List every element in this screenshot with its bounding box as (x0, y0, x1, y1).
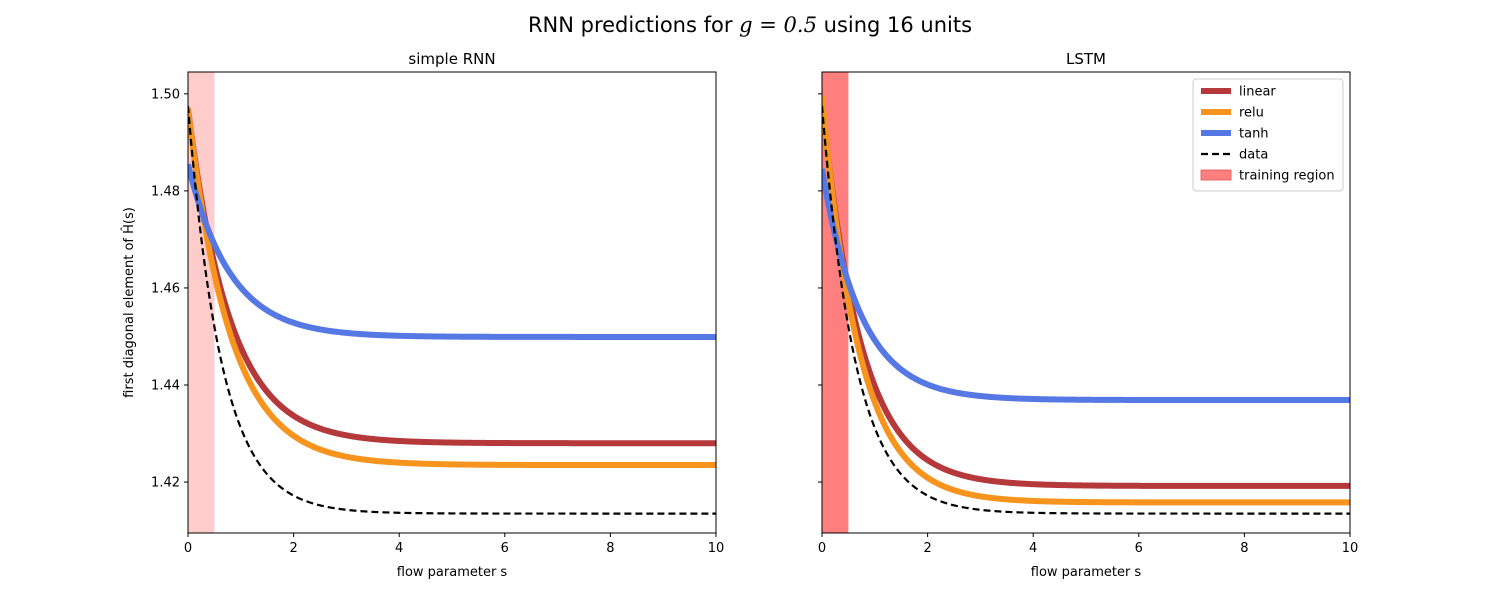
plot-area (822, 95, 1350, 515)
x-tick-label: 8 (606, 541, 614, 556)
x-tick-label: 10 (708, 541, 725, 556)
x-tick-label: 6 (1135, 541, 1143, 556)
x-tick-label: 4 (1029, 541, 1037, 556)
series-line-tanh (188, 163, 716, 340)
legend-label: training region (1239, 169, 1335, 184)
chart-lstm: 0 2 4 6 8 10 LSTM flow parameter s linear relu tan… (818, 50, 1358, 580)
axes-frame (821, 71, 1351, 534)
series-line-linear (188, 108, 716, 447)
axes-title: LSTM (1066, 50, 1106, 68)
series-line-linear (822, 100, 1350, 489)
legend-box (1192, 78, 1344, 192)
x-axis-label: flow parameter s (1031, 565, 1142, 580)
plot-area (188, 105, 716, 515)
series-line-data (822, 105, 1350, 515)
figure-title: RNN predictions for g = 0.5 using 16 uni… (528, 13, 972, 37)
y-tick-label: 1.48 (151, 184, 180, 199)
x-tick-label: 2 (289, 541, 297, 556)
legend-label: linear (1239, 85, 1276, 100)
chart-simple-rnn: 0 2 4 6 8 10 1.42 1.44 1.46 1.48 1.50 simple RNN flo… (121, 50, 724, 580)
x-tick-label: 10 (1342, 541, 1359, 556)
series-line-tanh (822, 168, 1350, 404)
series-line-relu (188, 108, 716, 469)
x-tick-label: 0 (818, 541, 826, 556)
axes-title: simple RNN (408, 50, 495, 68)
y-tick-label: 1.42 (151, 476, 180, 491)
legend-swatch-training-region (1200, 169, 1232, 181)
series-line-data (188, 105, 716, 515)
x-tick-label: 6 (501, 541, 509, 556)
y-tick-label: 1.46 (151, 281, 180, 296)
legend-label: relu (1239, 106, 1264, 121)
series-line-relu (822, 95, 1350, 506)
legend-label: tanh (1239, 127, 1269, 142)
x-tick-label: 8 (1240, 541, 1248, 556)
x-tick-label: 2 (923, 541, 931, 556)
axes-frame (187, 71, 717, 534)
legend: linear relu tanh data training region (1192, 78, 1344, 192)
x-axis-label: flow parameter s (397, 565, 508, 580)
y-tick-label: 1.50 (151, 87, 180, 102)
x-tick-label: 4 (395, 541, 403, 556)
y-axis-label: first diagonal element of Ĥ(s) (121, 207, 137, 398)
legend-label: data (1239, 148, 1268, 163)
y-tick-label: 1.44 (151, 378, 180, 393)
x-tick-label: 0 (184, 541, 192, 556)
